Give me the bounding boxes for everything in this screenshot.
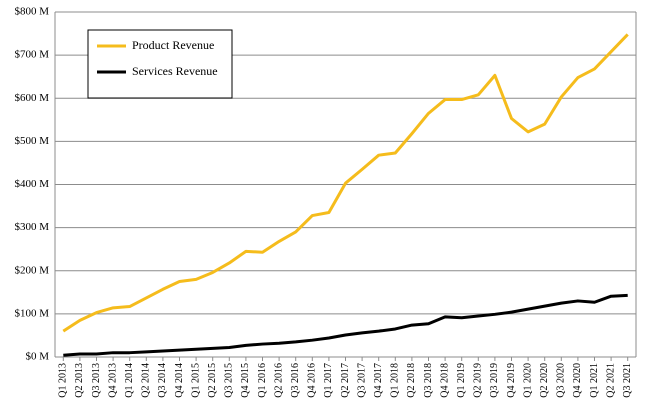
x-tick-label: Q1 2019 — [456, 363, 467, 398]
x-tick-label: Q2 2013 — [74, 363, 85, 398]
x-tick-label: Q3 2014 — [157, 363, 168, 398]
y-tick-label: $700 M — [14, 49, 49, 61]
x-tick-label: Q2 2016 — [273, 363, 284, 398]
x-tick-label: Q3 2013 — [91, 363, 102, 398]
x-tick-label: Q1 2021 — [589, 363, 600, 398]
x-tick-label: Q3 2018 — [423, 363, 434, 398]
x-tick-label: Q4 2019 — [506, 363, 517, 398]
y-tick-label: $800 M — [14, 6, 49, 18]
y-tick-label: $0 M — [25, 351, 49, 363]
x-tick-label: Q2 2020 — [539, 363, 550, 398]
x-tick-label: Q1 2020 — [522, 363, 533, 398]
x-tick-label: Q4 2015 — [240, 363, 251, 398]
series-line — [63, 293, 628, 357]
x-tick-label: Q4 2017 — [373, 363, 384, 398]
x-tick-label: Q1 2016 — [257, 363, 268, 398]
y-tick-label: $600 M — [14, 92, 49, 104]
x-tick-label: Q3 2015 — [224, 363, 235, 398]
y-tick-label: $500 M — [14, 135, 49, 147]
x-tick-label: Q1 2013 — [58, 363, 69, 398]
x-tick-label: Q2 2019 — [473, 363, 484, 398]
x-tick-label: Q3 2019 — [489, 363, 500, 398]
y-tick-label: $200 M — [14, 264, 49, 276]
x-tick-label: Q3 2017 — [356, 363, 367, 398]
x-tick-label: Q1 2018 — [390, 363, 401, 398]
x-tick-label: Q4 2014 — [174, 363, 185, 398]
legend-label: Product Revenue — [132, 38, 214, 52]
x-tick-label: Q3 2020 — [556, 363, 567, 398]
series-line — [62, 33, 629, 333]
x-tick-label: Q2 2018 — [406, 363, 417, 398]
x-tick-label: Q4 2016 — [307, 363, 318, 398]
y-tick-label: $400 M — [14, 178, 49, 190]
legend-label: Services Revenue — [132, 64, 218, 78]
x-tick-label: Q1 2015 — [190, 363, 201, 398]
legend-box — [87, 29, 233, 99]
x-tick-label: Q4 2018 — [439, 363, 450, 398]
x-tick-label: Q1 2014 — [124, 363, 135, 398]
y-tick-label: $100 M — [14, 307, 49, 319]
y-tick-label: $300 M — [14, 221, 49, 233]
x-tick-label: Q3 2016 — [290, 363, 301, 398]
x-tick-label: Q2 2017 — [340, 363, 351, 398]
x-tick-label: Q2 2021 — [605, 363, 616, 398]
x-tick-label: Q2 2014 — [141, 363, 152, 398]
x-tick-label: Q2 2015 — [207, 363, 218, 398]
x-tick-label: Q4 2013 — [107, 363, 118, 398]
x-tick-label: Q1 2017 — [323, 363, 334, 398]
x-tick-label: Q4 2020 — [572, 363, 583, 398]
x-tick-label: Q3 2021 — [622, 363, 633, 398]
